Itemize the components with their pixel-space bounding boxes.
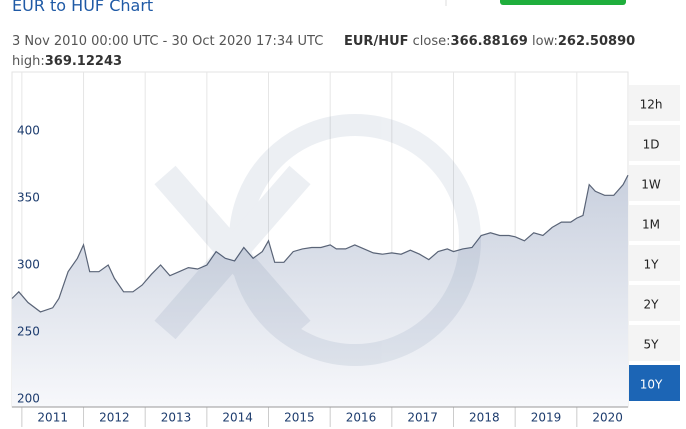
- action-button[interactable]: [500, 0, 626, 5]
- x-tick-label: 2014: [222, 411, 253, 425]
- y-tick-label: 300: [17, 257, 40, 271]
- x-tick-label: 2016: [346, 411, 377, 425]
- x-tick-label: 2019: [531, 411, 562, 425]
- close: 366.88169: [450, 34, 528, 49]
- x-tick-label: 2011: [37, 411, 68, 425]
- range-button-label[interactable]: 10Y: [640, 378, 663, 392]
- range-button-label[interactable]: 2Y: [644, 298, 660, 312]
- y-tick-label: 350: [17, 190, 40, 204]
- x-tick-label: 2013: [161, 411, 192, 425]
- range-button[interactable]: [629, 245, 680, 281]
- range-button-label[interactable]: 5Y: [644, 338, 660, 352]
- area: [12, 175, 628, 407]
- line: [11, 174, 629, 313]
- high: 369.12243: [44, 54, 123, 69]
- pair: EUR/HUF: [344, 34, 409, 49]
- range-button[interactable]: [629, 165, 680, 201]
- x-tick-label: 2012: [99, 411, 130, 425]
- range-button[interactable]: [629, 365, 680, 401]
- x-tick-label: 2020: [592, 411, 623, 425]
- x-tick-label: 2018: [469, 411, 500, 425]
- low-label: low:: [531, 34, 558, 49]
- info-line: high:369.12243: [12, 54, 122, 69]
- watermark: [154, 114, 481, 366]
- range-button[interactable]: [629, 325, 680, 361]
- y-tick-label: 400: [17, 123, 40, 137]
- date-range: 3 Nov 2010 00:00 UTC - 30 Oct 2020 17:34…: [12, 34, 324, 49]
- range-button[interactable]: [629, 85, 680, 121]
- range-button-label[interactable]: 1D: [643, 138, 660, 152]
- info-line: 3 Nov 2010 00:00 UTC - 30 Oct 2020 17:34…: [12, 34, 635, 49]
- range-button[interactable]: [629, 285, 680, 321]
- chart-title: EUR to HUF Chart: [12, 0, 154, 15]
- x-tick-label: 2017: [407, 411, 438, 425]
- low: 262.50890: [557, 34, 636, 49]
- range-button-label[interactable]: 1M: [642, 218, 660, 232]
- range-button-label[interactable]: 12h: [640, 98, 663, 112]
- x-tick-label: 2015: [284, 411, 315, 425]
- close-label: close:: [412, 34, 451, 49]
- range-button[interactable]: [629, 125, 680, 161]
- range-button-label[interactable]: 1Y: [644, 258, 660, 272]
- range-button-label[interactable]: 1W: [641, 178, 661, 192]
- range-button[interactable]: [629, 205, 680, 241]
- y-tick-label: 200: [17, 391, 40, 405]
- y-tick-label: 250: [17, 324, 40, 338]
- high-label: high:: [12, 54, 45, 69]
